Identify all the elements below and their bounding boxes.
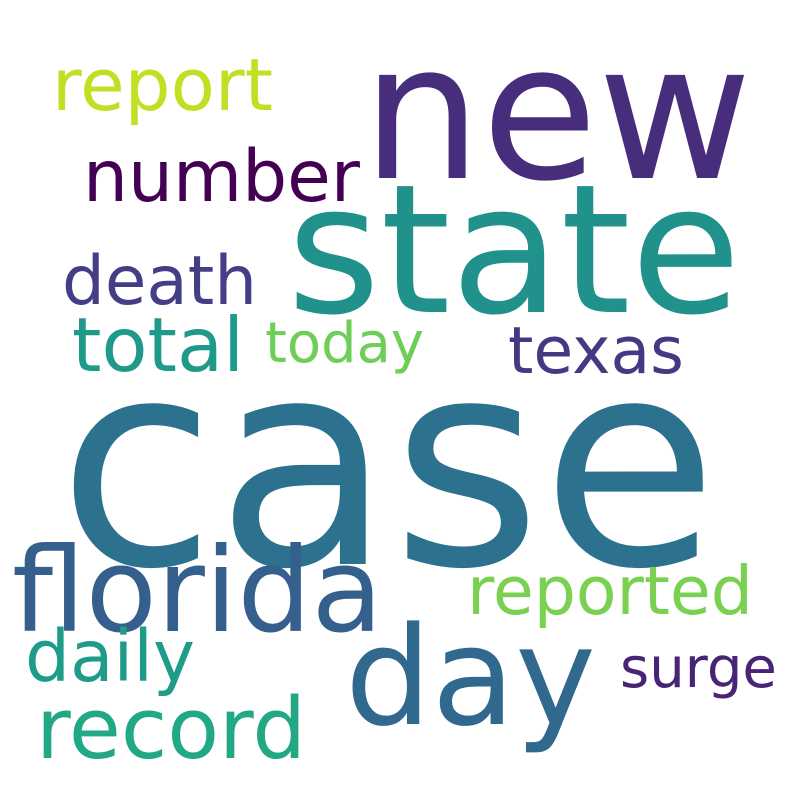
word-total: total [72,301,244,389]
word-reported: reported [467,552,753,630]
word-day: day [345,598,596,757]
word-daily: daily [25,615,195,698]
word-new: new [362,4,752,223]
word-state: state [287,147,741,355]
word-report: report [52,44,273,128]
word-record: record [36,680,306,778]
word-number: number [83,135,360,218]
word-case: case [58,298,718,632]
word-texas: texas [508,314,684,389]
word-surge: surge [620,636,777,701]
word-death: death [62,241,257,320]
word-florida: florida [12,523,383,659]
word-today: today [265,311,424,376]
